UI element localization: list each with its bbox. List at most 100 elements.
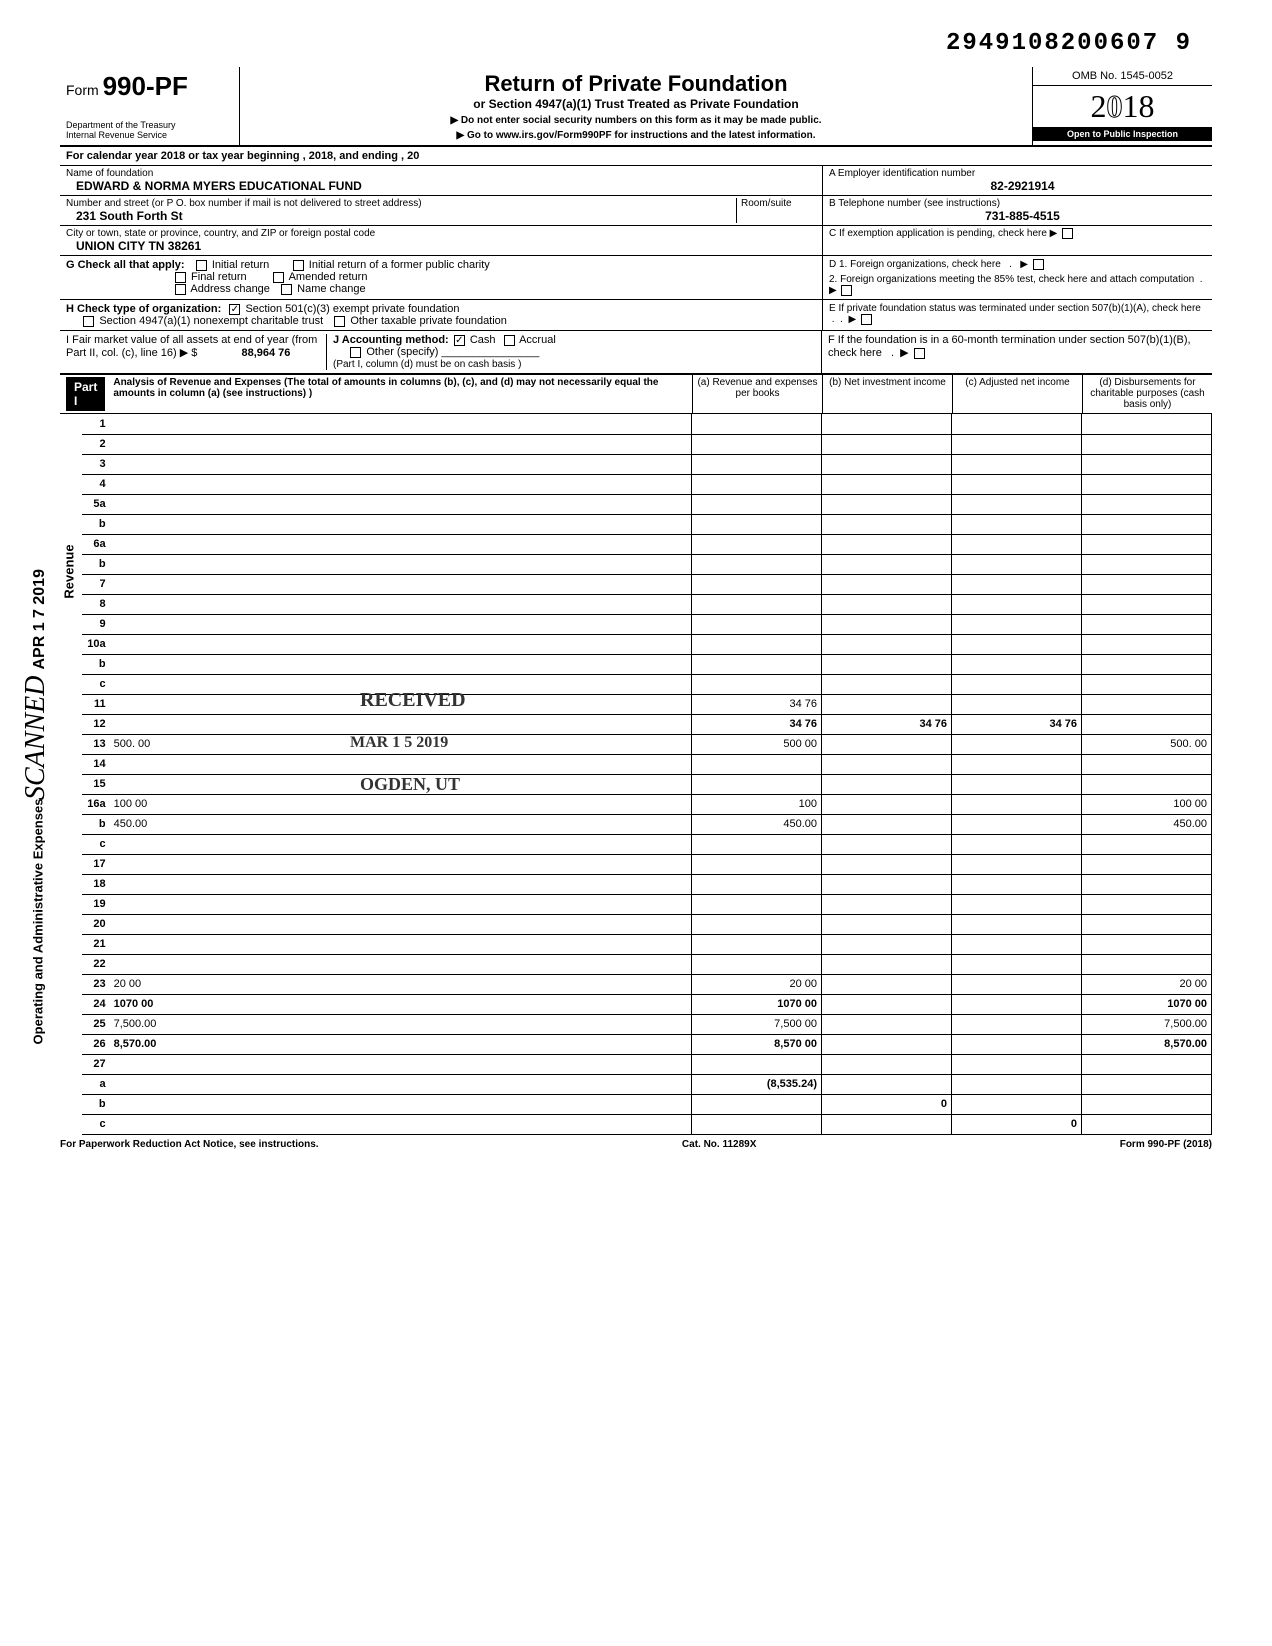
amt-c	[952, 414, 1082, 434]
line-desc	[110, 494, 692, 514]
line-number: b	[82, 514, 110, 534]
amt-c	[952, 774, 1082, 794]
amt-d	[1082, 1054, 1212, 1074]
amt-b	[822, 1014, 952, 1034]
line-row: 22	[82, 954, 1212, 974]
amt-d: 450.00	[1082, 814, 1212, 834]
line-row: 16a100 00100100 00	[82, 794, 1212, 814]
amt-a	[692, 1094, 822, 1114]
analysis-table: 12345ab6ab78910abc1134 761234 7634 7634 …	[82, 414, 1212, 1135]
amt-a: 8,570 00	[692, 1034, 822, 1054]
document-id: 2949108200607 9	[60, 30, 1212, 57]
line-number: 11	[82, 694, 110, 714]
j-other-checkbox[interactable]	[350, 347, 361, 358]
amt-a: 100	[692, 794, 822, 814]
line-desc	[110, 1094, 692, 1114]
h-4947-checkbox[interactable]	[83, 316, 94, 327]
amt-b	[822, 1074, 952, 1094]
j-accrual-checkbox[interactable]	[504, 335, 515, 346]
section-c-label: C If exemption application is pending, c…	[829, 228, 1057, 239]
inspection-label: Open to Public Inspection	[1033, 127, 1212, 141]
line-row: 13500. 00500 00500. 00	[82, 734, 1212, 754]
j-cash-checkbox[interactable]: ✓	[454, 335, 465, 346]
final-return-checkbox[interactable]	[175, 272, 186, 283]
line-number: c	[82, 674, 110, 694]
line-number: b	[82, 1094, 110, 1114]
amt-b	[822, 694, 952, 714]
amt-a	[692, 1054, 822, 1074]
amt-d	[1082, 874, 1212, 894]
foundation-addr: 231 South Forth St	[66, 209, 736, 223]
amt-c	[952, 574, 1082, 594]
f-checkbox[interactable]	[914, 348, 925, 359]
line-number: 8	[82, 594, 110, 614]
amt-c	[952, 1054, 1082, 1074]
amt-c	[952, 854, 1082, 874]
opt-final: Final return	[191, 271, 247, 283]
amt-a: 20 00	[692, 974, 822, 994]
amt-d	[1082, 854, 1212, 874]
h-501c3-checkbox[interactable]: ✓	[229, 304, 240, 315]
line-row: c	[82, 834, 1212, 854]
initial-former-checkbox[interactable]	[293, 260, 304, 271]
amended-return-checkbox[interactable]	[273, 272, 284, 283]
dept-irs: Internal Revenue Service	[66, 130, 233, 140]
amt-c	[952, 1094, 1082, 1114]
line-desc	[110, 654, 692, 674]
line-desc: 20 00	[110, 974, 692, 994]
line-row: a(8,535.24)	[82, 1074, 1212, 1094]
section-d2: 2. Foreign organizations meeting the 85%…	[829, 274, 1206, 296]
col-a-header: (a) Revenue and expenses per books	[692, 375, 822, 413]
scanned-stamp: SCANNED SCANNED APR 1 7 2019APR 1 7 2019	[20, 569, 52, 800]
amt-a	[692, 954, 822, 974]
amt-d: 7,500.00	[1082, 1014, 1212, 1034]
ein-value: 82-2921914	[829, 179, 1206, 193]
line-number: 18	[82, 874, 110, 894]
initial-return-checkbox[interactable]	[196, 260, 207, 271]
amt-b	[822, 654, 952, 674]
amt-a	[692, 774, 822, 794]
section-e: E If private foundation status was termi…	[829, 303, 1206, 325]
amt-d	[1082, 514, 1212, 534]
col-b-header: (b) Net investment income	[822, 375, 952, 413]
line-row: 4	[82, 474, 1212, 494]
line-desc: 100 00	[110, 794, 692, 814]
line-number: 23	[82, 974, 110, 994]
expenses-label: Operating and Administrative Expenses	[30, 799, 45, 1045]
amt-c	[952, 814, 1082, 834]
line-desc	[110, 674, 692, 694]
d1-checkbox[interactable]	[1033, 259, 1044, 270]
amt-d	[1082, 674, 1212, 694]
section-c-checkbox[interactable]	[1062, 228, 1073, 239]
h-other-checkbox[interactable]	[334, 316, 345, 327]
amt-c	[952, 974, 1082, 994]
line-desc	[110, 534, 692, 554]
phone-value: 731-885-4515	[829, 209, 1206, 223]
line-row: 9	[82, 614, 1212, 634]
opt-initial: Initial return	[212, 259, 269, 271]
line-number: 1	[82, 414, 110, 434]
amt-c	[952, 554, 1082, 574]
line-row: 2	[82, 434, 1212, 454]
amt-a: 7,500 00	[692, 1014, 822, 1034]
line-row: b0	[82, 1094, 1212, 1114]
amt-b	[822, 934, 952, 954]
line-number: 26	[82, 1034, 110, 1054]
fmv-value: 88,964 76	[200, 347, 290, 359]
h-opt1: Section 501(c)(3) exempt private foundat…	[245, 303, 459, 315]
line-row: 257,500.007,500 007,500.00	[82, 1014, 1212, 1034]
amt-b	[822, 814, 952, 834]
opt-name: Name change	[297, 283, 366, 295]
e-checkbox[interactable]	[861, 314, 872, 325]
opt-address: Address change	[190, 283, 270, 295]
d2-checkbox[interactable]	[841, 285, 852, 296]
line-desc: 8,570.00	[110, 1034, 692, 1054]
room-label: Room/suite	[741, 198, 816, 209]
address-change-checkbox[interactable]	[175, 284, 186, 295]
line-row: 241070 001070 001070 00	[82, 994, 1212, 1014]
name-change-checkbox[interactable]	[281, 284, 292, 295]
line-desc	[110, 574, 692, 594]
amt-d: 100 00	[1082, 794, 1212, 814]
amt-c	[952, 954, 1082, 974]
footer-left: For Paperwork Reduction Act Notice, see …	[60, 1139, 319, 1150]
